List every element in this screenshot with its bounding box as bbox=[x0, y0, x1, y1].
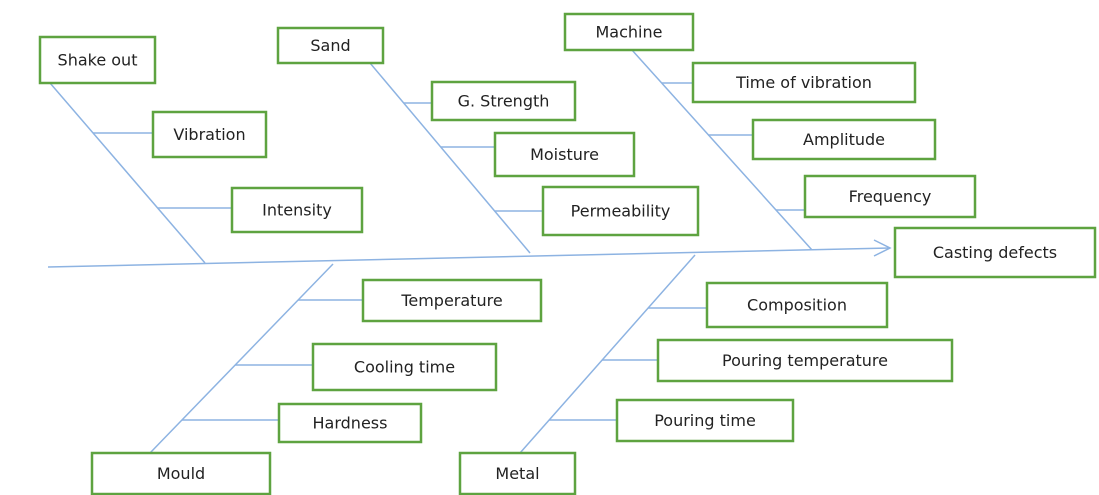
cause-box bbox=[803, 174, 977, 219]
category-box bbox=[563, 12, 695, 52]
category-box bbox=[458, 451, 577, 495]
category-box bbox=[38, 35, 157, 85]
cause-label: Intensity bbox=[262, 201, 332, 220]
cause-label: Composition bbox=[747, 296, 847, 315]
cause-box bbox=[361, 278, 543, 323]
cause-box bbox=[705, 281, 889, 329]
bone bbox=[49, 82, 206, 264]
cause-box bbox=[493, 131, 636, 178]
bone bbox=[149, 263, 334, 454]
effect-label: Casting defects bbox=[933, 243, 1057, 262]
category-label: Machine bbox=[596, 23, 663, 42]
cause-box bbox=[691, 61, 917, 104]
effect-box bbox=[893, 226, 1097, 279]
category-label: Metal bbox=[495, 464, 539, 483]
category-box bbox=[276, 26, 385, 65]
cause-box bbox=[151, 110, 268, 159]
cause-label: Frequency bbox=[849, 187, 932, 206]
cause-box bbox=[751, 118, 937, 161]
cause-box bbox=[656, 338, 954, 383]
cause-label: Hardness bbox=[313, 414, 388, 433]
category-label: Shake out bbox=[58, 51, 138, 70]
cause-box bbox=[277, 402, 423, 444]
cause-label: Cooling time bbox=[354, 358, 455, 377]
cause-label: Temperature bbox=[400, 291, 502, 310]
cause-label: Pouring temperature bbox=[722, 351, 888, 370]
category-label: Mould bbox=[157, 464, 205, 483]
cause-label: Permeability bbox=[571, 202, 671, 221]
cause-label: Moisture bbox=[530, 145, 599, 164]
cause-box bbox=[230, 186, 364, 234]
cause-label: Pouring time bbox=[654, 411, 756, 430]
cause-label: G. Strength bbox=[458, 92, 550, 111]
cause-box bbox=[541, 185, 700, 237]
arrow-head bbox=[873, 239, 892, 257]
category-box bbox=[90, 451, 272, 495]
category-label: Sand bbox=[310, 36, 350, 55]
cause-label: Vibration bbox=[173, 125, 245, 144]
cause-box bbox=[615, 398, 795, 443]
cause-label: Time of vibration bbox=[735, 73, 872, 92]
bone bbox=[369, 62, 531, 254]
cause-box bbox=[311, 342, 498, 392]
cause-box bbox=[430, 80, 577, 122]
spine bbox=[47, 247, 891, 268]
cause-label: Amplitude bbox=[803, 130, 885, 149]
